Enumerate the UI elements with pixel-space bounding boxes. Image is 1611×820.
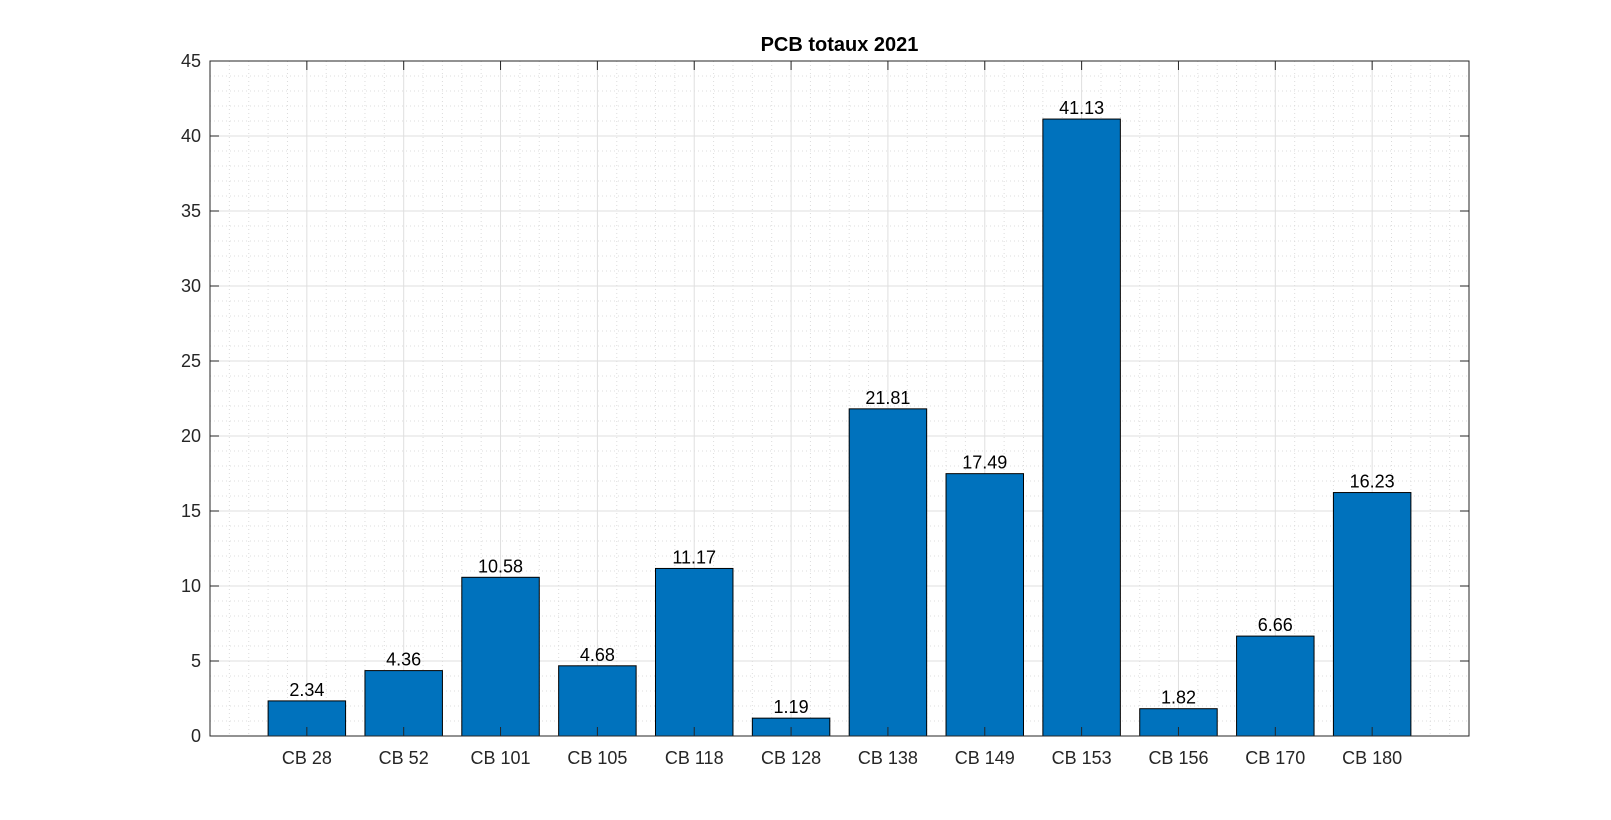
x-tick-label: CB 52 [379,748,429,768]
x-tick-label: CB 128 [761,748,821,768]
x-tick-label: CB 138 [858,748,918,768]
data-label: 4.68 [580,645,615,665]
bar [945,473,1025,737]
y-axis-tick-labels: 0 5 10 15 20 25 30 35 40 45 [181,51,201,746]
bar [364,670,443,737]
bar [558,665,637,737]
y-tick-label: 5 [191,651,201,671]
x-tick-label: CB 101 [471,748,531,768]
y-tick-label: 20 [181,426,201,446]
y-tick-label: 10 [181,576,201,596]
bar [654,567,734,737]
y-tick-label: 40 [181,126,201,146]
major-grid [210,61,1469,736]
plot-area: 0 5 10 15 20 25 30 35 40 45 CB 28 CB 52 CB 101 CB 10… [181,51,1470,768]
x-axis-tick-labels: CB 28 CB 52 CB 101 CB 105 CB 118 CB 128 CB 138… [282,748,1402,768]
data-label: 16.23 [1350,472,1395,492]
data-label: 11.17 [672,547,716,567]
x-tick-label: CB 156 [1148,748,1208,768]
x-tick-label: CB 149 [955,748,1015,768]
data-label: 4.36 [386,650,421,670]
y-tick-label: 30 [181,276,201,296]
bar [848,408,928,737]
data-label: 10.58 [478,556,523,576]
data-label: 6.66 [1258,615,1293,635]
bars [267,118,1412,737]
bar [461,576,540,737]
data-labels: 2.34 4.36 10.58 4.68 11.17 1.19 21.81 17.49 41.1… [289,98,1394,717]
bar [1236,635,1315,737]
data-label: 1.19 [774,697,809,717]
x-tick-label: CB 105 [567,748,627,768]
x-tick-label: CB 28 [282,748,332,768]
axes-box [209,60,1470,737]
bar [1332,492,1412,737]
y-tick-label: 0 [191,726,201,746]
data-label: 2.34 [289,680,324,700]
y-tick-label: 35 [181,201,201,221]
y-tick-label: 45 [181,51,201,71]
y-tick-label: 25 [181,351,201,371]
y-tick-label: 15 [181,501,201,521]
chart-title: PCB totaux 2021 [761,34,919,56]
x-tick-label: CB 180 [1342,748,1402,768]
data-label: 17.49 [962,453,1007,473]
axis-ticks [210,60,1469,737]
x-tick-label: CB 118 [665,748,724,768]
data-label: 1.82 [1161,688,1196,708]
x-tick-label: CB 153 [1052,748,1112,768]
x-tick-label: CB 170 [1245,748,1305,768]
data-label: 21.81 [865,388,910,408]
axes-background [210,61,1469,736]
bar [1042,118,1121,737]
data-label: 41.13 [1059,98,1104,118]
